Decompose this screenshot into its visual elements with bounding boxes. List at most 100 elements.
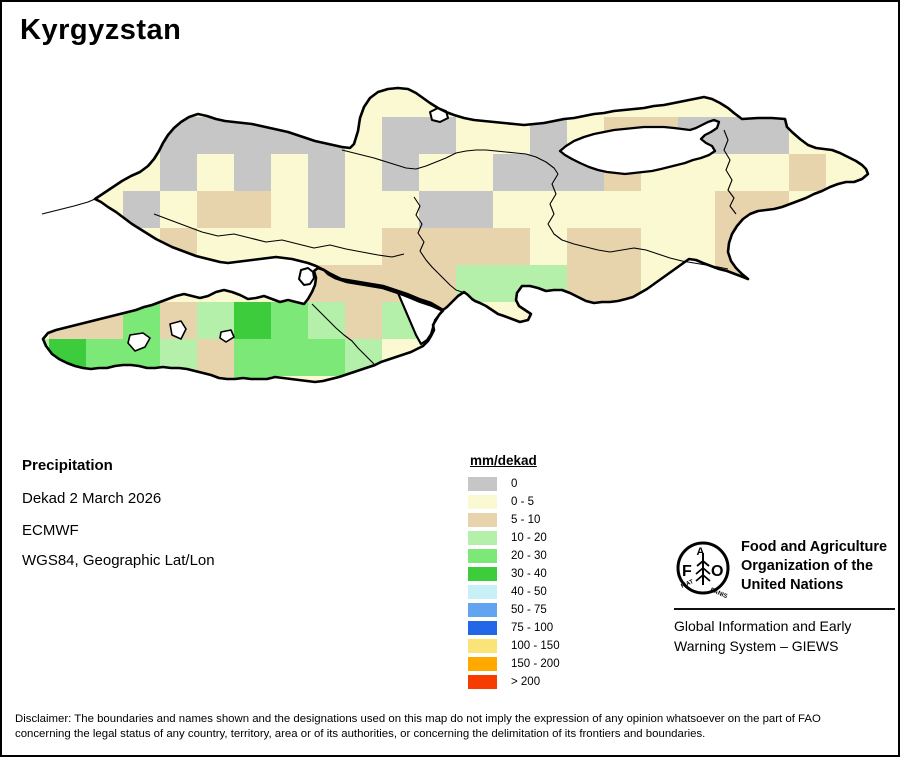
wheat-icon xyxy=(695,553,711,585)
enclaves xyxy=(127,107,449,352)
enclave-1 xyxy=(127,332,151,352)
precip-cell xyxy=(493,154,530,191)
legend-label: 50 - 75 xyxy=(511,604,547,616)
legend-row: 150 - 200 xyxy=(468,655,560,673)
precip-cell xyxy=(49,339,86,376)
precip-cell xyxy=(382,154,419,191)
legend-row: 20 - 30 xyxy=(468,547,560,565)
precip-cell xyxy=(197,339,234,376)
precip-cell xyxy=(271,339,308,376)
precip-cell xyxy=(567,302,604,339)
precip-cell xyxy=(752,265,789,302)
admin-boundaries xyxy=(41,129,737,365)
legend-swatch xyxy=(468,621,497,635)
org-name-line-2: Organization of the xyxy=(741,558,874,574)
org-name-line-1: Food and Agriculture xyxy=(741,539,888,555)
precip-cell xyxy=(308,339,345,376)
info-dekad: Dekad 2 March 2026 xyxy=(22,490,162,507)
legend-row: 0 xyxy=(468,475,560,493)
precip-cell xyxy=(160,154,197,191)
legend-label: 40 - 50 xyxy=(511,586,547,598)
precipitation-map xyxy=(41,86,870,384)
legend-swatch xyxy=(468,567,497,581)
legend-rows: 0 0 - 5 5 - 10 10 - 20 20 - 30 30 - 40 40 - 50… xyxy=(468,475,560,691)
info-heading: Precipitation xyxy=(22,457,113,474)
legend-swatch xyxy=(468,657,497,671)
precip-cell xyxy=(345,339,382,376)
precip-cell xyxy=(456,265,493,302)
legend-swatch xyxy=(468,495,497,509)
logo-letter-o: O xyxy=(711,563,723,580)
legend-title: mm/dekad xyxy=(470,453,537,468)
legend-row: 30 - 40 xyxy=(468,565,560,583)
precip-cell xyxy=(86,339,123,376)
legend-row: 10 - 20 xyxy=(468,529,560,547)
legend-swatch xyxy=(468,477,497,491)
legend-swatch xyxy=(468,549,497,563)
precip-cell xyxy=(715,117,752,154)
legend-swatch xyxy=(468,531,497,545)
precip-cell xyxy=(345,302,382,339)
legend-row: 5 - 10 xyxy=(468,511,560,529)
info-source: ECMWF xyxy=(22,522,79,539)
precip-cell xyxy=(752,117,789,154)
precip-cell xyxy=(419,117,456,154)
precip-cell xyxy=(234,191,271,228)
legend-row: 50 - 75 xyxy=(468,601,560,619)
precip-cell xyxy=(382,228,419,265)
legend-label: 20 - 30 xyxy=(511,550,547,562)
precip-cell xyxy=(271,302,308,339)
disclaimer-line-2: concerning the legal status of any count… xyxy=(15,728,706,740)
legend-row: 75 - 100 xyxy=(468,619,560,637)
org-subtitle-line-1: Global Information and Early xyxy=(674,618,852,634)
precip-cell xyxy=(160,228,197,265)
legend-swatch xyxy=(468,639,497,653)
fergana-bay-tip xyxy=(298,267,315,286)
legend-swatch xyxy=(468,603,497,617)
precip-cell xyxy=(530,265,567,302)
precip-cell xyxy=(197,191,234,228)
logo-letter-f: F xyxy=(682,563,692,580)
precip-cell xyxy=(493,228,530,265)
precip-cell xyxy=(308,191,345,228)
fao-logo: F A O FIAT PANIS xyxy=(676,541,730,598)
precip-cell xyxy=(382,117,419,154)
precip-cell xyxy=(197,117,234,154)
precip-cell xyxy=(530,154,567,191)
logo-motto-left: FIAT xyxy=(680,579,695,590)
logo-motto-right: PANIS xyxy=(709,587,728,598)
page-title: Kyrgyzstan xyxy=(20,14,182,46)
precip-cell xyxy=(419,265,456,302)
precip-cell xyxy=(419,228,456,265)
precip-cell xyxy=(160,376,197,382)
legend-label: > 200 xyxy=(511,676,541,688)
legend-label: 10 - 20 xyxy=(511,532,547,544)
precip-cell xyxy=(604,228,641,265)
legend-label: 150 - 200 xyxy=(511,658,560,670)
precip-cell xyxy=(43,339,49,376)
legend-label: 0 - 5 xyxy=(511,496,535,508)
legend-label: 5 - 10 xyxy=(511,514,541,526)
precip-cell xyxy=(234,302,271,339)
legend-swatch xyxy=(468,675,497,689)
legend-label: 30 - 40 xyxy=(511,568,547,580)
precip-cell xyxy=(197,376,234,382)
lake-issyk-kul xyxy=(558,118,721,176)
precip-cell xyxy=(234,376,271,382)
precip-cell xyxy=(493,265,530,302)
org-divider xyxy=(674,608,895,610)
legend-label: 100 - 150 xyxy=(511,640,560,652)
legend-row: > 200 xyxy=(468,673,560,691)
precip-cell xyxy=(419,191,456,228)
precip-cell xyxy=(456,191,493,228)
country-border xyxy=(41,86,870,384)
legend: mm/dekad 0 0 - 5 5 - 10 10 - 20 20 - 30 30 - … xyxy=(468,453,560,691)
org-name-line-3: United Nations xyxy=(741,577,844,593)
legend-swatch xyxy=(468,513,497,527)
org-subtitle-line-2: Warning System – GIEWS xyxy=(674,638,839,654)
precip-cell xyxy=(456,228,493,265)
legend-row: 100 - 150 xyxy=(468,637,560,655)
precip-cell xyxy=(49,302,86,339)
precip-cell xyxy=(567,265,604,302)
